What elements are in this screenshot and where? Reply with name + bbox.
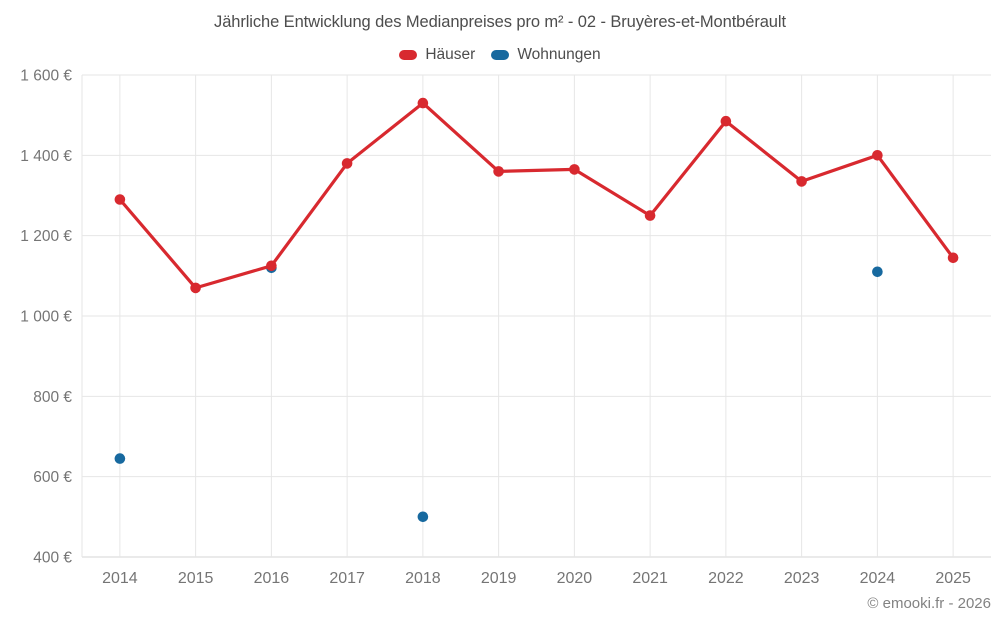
legend-item-wohnungen[interactable]: Wohnungen: [491, 46, 601, 64]
copyright-text: © emooki.fr - 2026: [867, 595, 991, 612]
haeuser-point-2019[interactable]: [493, 166, 504, 177]
haeuser-point-2021[interactable]: [644, 210, 656, 221]
y-axis-label: 1 200 €: [20, 228, 72, 245]
y-axis-label: 1 600 €: [20, 68, 72, 85]
haeuser-point-2025[interactable]: [947, 252, 959, 264]
y-axis-label: 800 €: [33, 389, 72, 406]
haeuser-point-2015[interactable]: [190, 282, 201, 294]
x-axis-label: 2023: [784, 570, 820, 587]
haeuser-point-2020[interactable]: [569, 164, 580, 175]
wohnungen-point-2024[interactable]: [872, 266, 883, 278]
legend-swatch-haeuser: [399, 50, 418, 60]
legend-item-haeuser[interactable]: Häuser: [399, 46, 475, 64]
x-axis-label: 2022: [708, 570, 744, 587]
x-axis-label: 2014: [102, 570, 138, 587]
x-axis-label: 2017: [329, 570, 365, 587]
x-axis-label: 2019: [481, 570, 517, 587]
haeuser-point-2017[interactable]: [341, 158, 353, 169]
x-axis-label: 2021: [632, 570, 668, 587]
wohnungen-point-2018[interactable]: [417, 511, 429, 523]
haeuser-point-2014[interactable]: [114, 194, 126, 205]
haeuser-point-2023[interactable]: [796, 176, 807, 187]
wohnungen-point-2014[interactable]: [114, 453, 126, 464]
haeuser-point-2022[interactable]: [720, 115, 732, 127]
legend-swatch-wohnungen: [491, 50, 510, 60]
legend-label-wohnungen: Wohnungen: [517, 46, 601, 63]
x-axis-label: 2018: [405, 570, 441, 587]
x-axis-label: 2015: [178, 570, 214, 587]
legend: Häuser Wohnungen: [0, 46, 1000, 64]
legend-label-haeuser: Häuser: [425, 46, 476, 63]
x-axis-label: 2024: [860, 570, 896, 587]
y-axis-label: 600 €: [33, 469, 72, 486]
chart-title: Jährliche Entwicklung des Medianpreises …: [214, 13, 786, 31]
haeuser-point-2016[interactable]: [266, 260, 277, 272]
haeuser-point-2018[interactable]: [417, 97, 429, 109]
x-axis-label: 2025: [935, 570, 971, 587]
x-axis-label: 2020: [557, 570, 593, 587]
haeuser-line: [118, 101, 955, 290]
y-axis-label: 400 €: [33, 550, 72, 567]
y-axis-label: 1 400 €: [20, 148, 72, 165]
y-axis-label: 1 000 €: [20, 309, 72, 326]
haeuser-point-2024[interactable]: [872, 150, 883, 161]
x-axis-label: 2016: [254, 570, 290, 587]
